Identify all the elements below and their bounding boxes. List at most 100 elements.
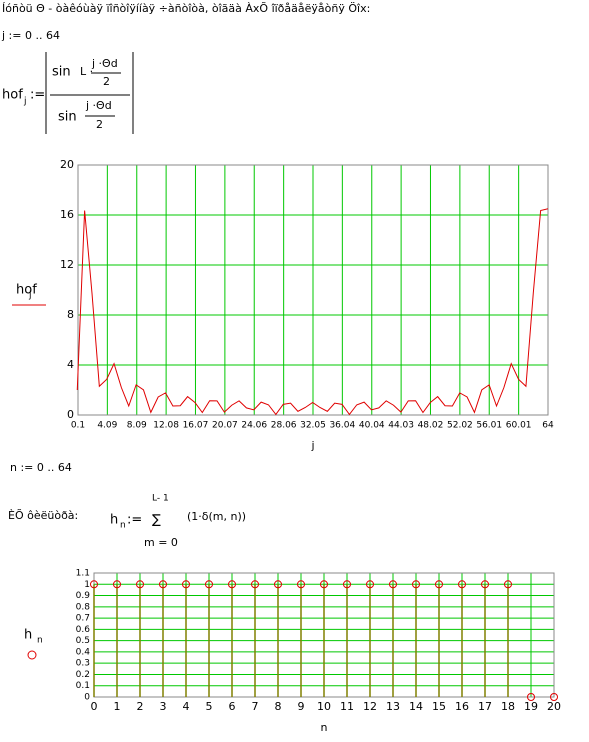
x-tick-label: 60.01 [506, 421, 532, 431]
y-axis-label-sub: n [37, 636, 43, 646]
y-axis-label-sub: j [28, 291, 32, 301]
y-tick-label: 0 [67, 408, 74, 421]
data-line [76, 208, 549, 416]
y-tick-label: 0.1 [76, 681, 90, 691]
x-tick-label: 20 [547, 700, 561, 713]
x-tick-label: 0.1 [71, 421, 85, 431]
stem-marker [504, 580, 512, 589]
x-tick-label: 1 [114, 700, 121, 713]
x-tick-label: 12 [363, 700, 377, 713]
y-axis-label: h [24, 628, 32, 643]
x-tick-label: 9 [298, 700, 305, 713]
stem-marker [435, 580, 443, 589]
x-tick-label: 16 [455, 700, 469, 713]
y-tick-label: 0.6 [76, 625, 91, 635]
stem-marker [458, 580, 466, 589]
y-tick-label: 1.1 [76, 569, 90, 579]
x-tick-label: 19 [524, 700, 538, 713]
y-tick-label: 0.5 [76, 636, 90, 646]
y-tick-label: 20 [60, 158, 74, 171]
x-tick-label: 16.07 [183, 421, 209, 431]
sum-sign: ∑ [152, 513, 161, 528]
stem-marker [320, 580, 328, 589]
x-tick-label: 4 [183, 700, 190, 713]
y-tick-label: 0.4 [76, 647, 91, 657]
x-tick-label: 13 [386, 700, 400, 713]
den-two: 2 [96, 118, 103, 131]
stem-marker [251, 580, 259, 589]
y-axis-label: hof [16, 283, 37, 298]
stem-marker [136, 580, 144, 589]
x-tick-label: 52.02 [447, 421, 473, 431]
n-range: n := 0 .. 64 [10, 461, 72, 474]
x-tick-label: 14 [409, 700, 423, 713]
l-factor: L · [80, 65, 93, 78]
x-tick-label: 17 [478, 700, 492, 713]
stem-marker [228, 580, 236, 589]
y-tick-label: 0.8 [76, 602, 91, 612]
sum-term: (1·δ(m, n)) [187, 510, 246, 523]
y-tick-label: 0.7 [76, 614, 90, 624]
j-range: j := 0 .. 64 [1, 29, 60, 42]
x-tick-label: 6 [229, 700, 236, 713]
num-two: 2 [103, 75, 110, 88]
stem-marker [182, 580, 190, 589]
y-tick-label: 8 [67, 308, 74, 321]
x-tick-label: 5 [206, 700, 213, 713]
stem-marker [550, 693, 558, 701]
stem-marker [274, 580, 282, 589]
x-tick-label: 20.07 [212, 421, 238, 431]
y-tick-label: 0.9 [76, 591, 91, 601]
x-tick-label: 28.06 [271, 421, 297, 431]
x-tick-label: 44.03 [388, 421, 414, 431]
x-tick-label: 40.04 [359, 421, 385, 431]
sum-upper: L- 1 [152, 494, 169, 504]
stem-marker [113, 580, 121, 589]
h-sub: n [120, 521, 126, 531]
stem-marker [297, 580, 305, 589]
x-tick-label: 2 [137, 700, 144, 713]
stem-marker [343, 580, 351, 589]
x-axis-label: n [321, 721, 328, 734]
stem-marker [389, 580, 397, 589]
stem-marker [481, 580, 489, 589]
x-tick-label: 18 [501, 700, 515, 713]
num-jd: j ·Θd [91, 57, 118, 70]
stem-marker [159, 580, 167, 589]
stem-marker [205, 580, 213, 589]
legend-symbol [27, 650, 37, 660]
y-tick-label: 1 [84, 580, 90, 590]
x-axis-label: j [310, 439, 314, 452]
y-tick-label: 0 [84, 693, 90, 703]
x-tick-label: 3 [160, 700, 167, 713]
assign: := [127, 513, 142, 528]
x-tick-label: 11 [340, 700, 354, 713]
x-tick-label: 36.04 [329, 421, 355, 431]
x-tick-label: 24.06 [241, 421, 267, 431]
y-tick-label: 0.3 [76, 659, 90, 669]
x-tick-label: 10 [317, 700, 331, 713]
x-tick-label: 56.01 [476, 421, 502, 431]
x-tick-label: 8.09 [127, 421, 147, 431]
sin: sin [52, 65, 71, 80]
x-tick-label: 64 [542, 421, 554, 431]
x-tick-label: 32.05 [300, 421, 326, 431]
x-tick-label: 7 [252, 700, 259, 713]
assign: := [30, 88, 45, 103]
stem-marker [412, 580, 420, 589]
den-jd: j ·Θd [85, 99, 112, 112]
ih-label: ÈÕ ôèëüòðà: [8, 509, 78, 522]
hof-sub: j [23, 97, 27, 107]
x-tick-label: 12.08 [153, 421, 179, 431]
x-tick-label: 8 [275, 700, 282, 713]
h-name: h [110, 513, 118, 528]
stem-marker [366, 580, 374, 589]
y-tick-label: 4 [67, 358, 74, 371]
y-tick-label: 0.2 [76, 670, 90, 680]
y-tick-label: 16 [60, 208, 74, 221]
y-tick-label: 12 [60, 258, 74, 271]
x-tick-label: 4.09 [97, 421, 117, 431]
intro: Íóñòü Θ - òàêóùàÿ ïîñòîÿííàÿ ÷àñòîòà, òî… [2, 2, 370, 15]
x-tick-label: 0 [91, 700, 98, 713]
